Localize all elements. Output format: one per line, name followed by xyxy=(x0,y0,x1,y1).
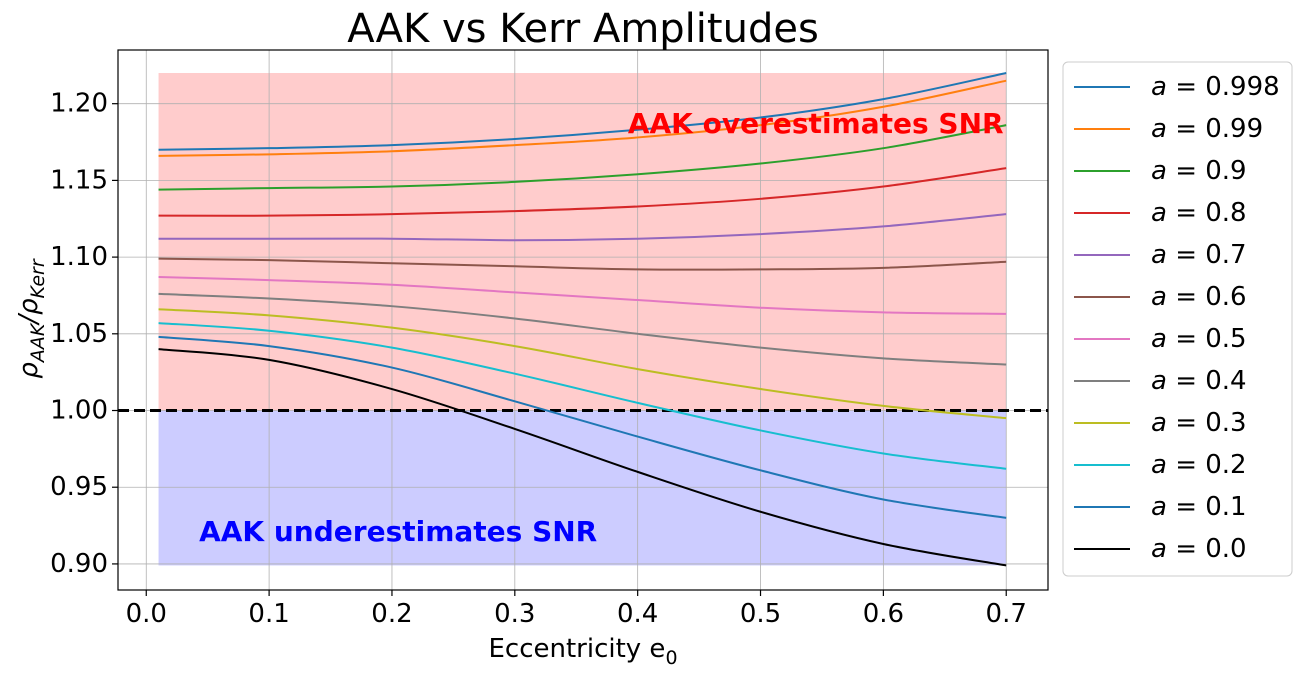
y-tick-label: 0.90 xyxy=(50,549,108,579)
y-tick-label: 0.95 xyxy=(50,472,108,502)
series-line-0 xyxy=(158,72,1007,151)
legend-label-8: a = 0.3 xyxy=(1151,408,1247,438)
x-tick-label: 0.2 xyxy=(371,599,412,629)
y-axis-label: ρAAK/ρKerr xyxy=(14,258,49,379)
chart-title: AAK vs Kerr Amplitudes xyxy=(347,6,819,52)
legend-label-4: a = 0.7 xyxy=(1151,240,1247,270)
x-tick-label: 0.3 xyxy=(494,599,535,629)
x-tick-label: 0.6 xyxy=(863,599,904,629)
series-line-8 xyxy=(158,308,1007,420)
series-line-1 xyxy=(158,79,1007,157)
series-line-2 xyxy=(158,124,1007,191)
legend: a = 0.998 a = 0.99 a = 0.9 a = 0.8 a = 0.7 a … xyxy=(1062,61,1293,577)
legend-label-9: a = 0.2 xyxy=(1151,450,1247,480)
legend-label-5: a = 0.6 xyxy=(1151,282,1247,312)
annotation-1: AAK underestimates SNR xyxy=(199,515,597,548)
x-tick-label: 0.5 xyxy=(740,599,781,629)
x-axis: 0.0 0.1 0.2 0.3 0.4 0.5 0.6 0.7 xyxy=(126,590,1027,629)
legend-label-6: a = 0.5 xyxy=(1151,324,1247,354)
x-tick-label: 0.7 xyxy=(986,599,1027,629)
plot-frame xyxy=(117,49,1049,591)
legend-label-0: a = 0.998 xyxy=(1151,72,1280,102)
annotation-0: AAK overestimates SNR xyxy=(628,107,1004,140)
y-tick-label: 1.05 xyxy=(50,319,108,349)
y-tick-label: 1.20 xyxy=(50,89,108,119)
series-line-9 xyxy=(158,322,1007,470)
series-lines xyxy=(158,72,1007,567)
series-line-4 xyxy=(158,213,1007,242)
series-line-11 xyxy=(158,348,1007,567)
shaded-regions xyxy=(158,73,1007,566)
grid xyxy=(118,50,1048,590)
shaded-region-0 xyxy=(158,73,1007,411)
legend-label-2: a = 0.9 xyxy=(1151,156,1247,186)
series-line-6 xyxy=(158,276,1007,315)
x-tick-label: 0.4 xyxy=(617,599,658,629)
legend-label-3: a = 0.8 xyxy=(1151,198,1247,228)
y-tick-label: 1.10 xyxy=(50,242,108,272)
legend-label-1: a = 0.99 xyxy=(1151,114,1263,144)
series-line-5 xyxy=(158,257,1007,271)
y-tick-label: 1.15 xyxy=(50,165,108,195)
legend-label-7: a = 0.4 xyxy=(1151,366,1247,396)
annotations: AAK overestimates SNR AAK underestimates … xyxy=(199,107,1003,548)
x-tick-label: 0.0 xyxy=(126,599,167,629)
y-axis: 0.90 0.95 1.00 1.05 1.10 1.15 1.20 xyxy=(50,89,118,579)
legend-box xyxy=(1062,61,1293,577)
series-line-10 xyxy=(158,335,1007,519)
legend-label-10: a = 0.1 xyxy=(1151,492,1247,522)
series-line-7 xyxy=(158,292,1007,366)
y-tick-label: 1.00 xyxy=(50,396,108,426)
x-axis-label: Eccentricity e0 xyxy=(488,634,677,669)
x-tick-label: 0.1 xyxy=(248,599,289,629)
series-line-3 xyxy=(158,167,1007,217)
legend-label-11: a = 0.0 xyxy=(1151,534,1247,564)
